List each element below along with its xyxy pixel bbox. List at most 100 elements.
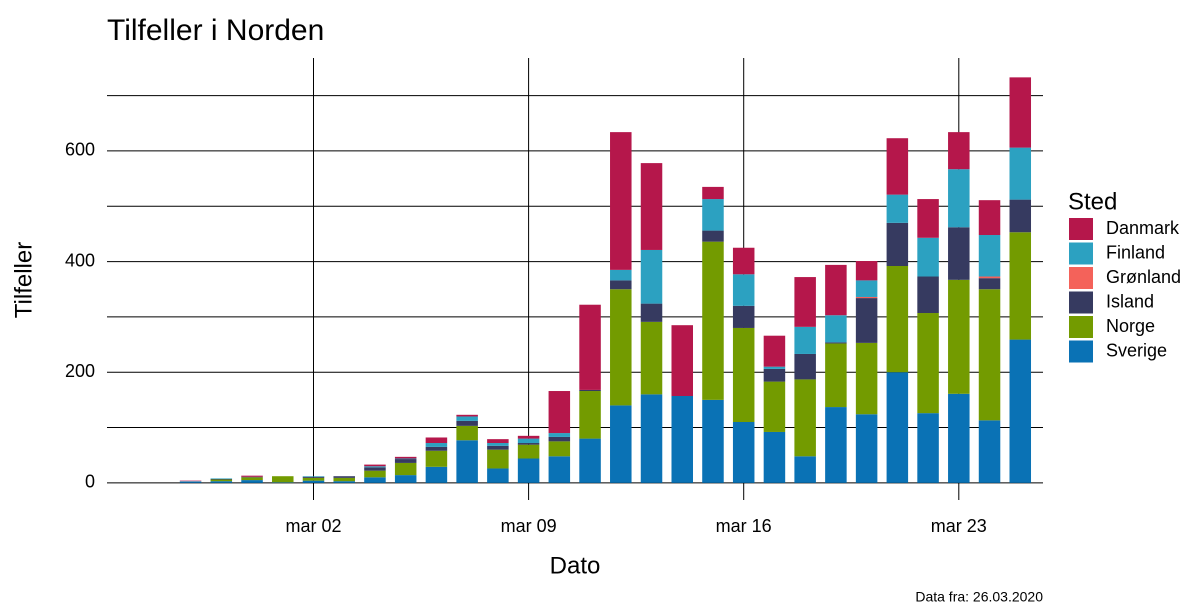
bar-segment [517, 458, 540, 483]
bar-segment [548, 456, 571, 483]
bar-segment [640, 249, 663, 304]
bar-segment [210, 478, 233, 479]
bar-segment [272, 482, 294, 483]
bar-segment [302, 480, 325, 483]
bar-segment [640, 163, 663, 250]
bar-segment [763, 368, 786, 382]
bar-segment [917, 237, 939, 277]
bar-segment [948, 132, 970, 170]
bar-segment [210, 481, 233, 483]
legend-key [1069, 291, 1093, 314]
bar-segment [610, 405, 632, 483]
bar-segment [364, 464, 386, 467]
legend-label: Finland [1106, 242, 1165, 262]
legend-label: Norge [1106, 316, 1155, 336]
bar-segment [333, 477, 355, 482]
bar-segment [456, 420, 478, 426]
bar-segment [732, 327, 755, 422]
bar-segment [394, 459, 417, 463]
bar-segment [825, 315, 847, 343]
bar-segment [210, 478, 233, 480]
bar-segment [886, 266, 909, 373]
bar-segment [702, 230, 724, 242]
legend-key [1069, 242, 1093, 265]
bar-segment [241, 477, 263, 481]
bar-segment [610, 132, 632, 270]
bar-segment [425, 446, 448, 451]
bar-segment [548, 436, 571, 442]
bar-segment [1009, 147, 1032, 200]
bar-segment [732, 247, 755, 275]
y-axis-title: Tilfeller [10, 242, 37, 318]
bar-segment [978, 276, 1001, 279]
bar-segment [763, 335, 786, 367]
bar-segment [579, 438, 601, 483]
bar-segment [948, 393, 970, 483]
bar-segment [732, 274, 755, 306]
bar-segment [702, 199, 724, 231]
bar-segment [640, 303, 663, 322]
bar-segment [794, 456, 816, 483]
y-tick-label: 400 [65, 250, 95, 270]
bar-segment [456, 440, 478, 483]
bar-segment [763, 366, 786, 369]
bar-segment [702, 241, 724, 400]
bar-segment [640, 394, 663, 483]
bar-segment [333, 476, 355, 478]
bar-segment [548, 433, 571, 437]
bar-segment [855, 342, 878, 415]
bar-segment [425, 450, 448, 467]
bar-segment [517, 444, 540, 459]
bar-segment [825, 264, 847, 316]
bar-segment [487, 468, 509, 483]
bar-segment [886, 222, 909, 266]
bar-segment [210, 479, 233, 482]
bar-segment [1009, 199, 1032, 233]
bar-segment [917, 313, 939, 414]
legend-key [1069, 340, 1093, 363]
bar-segment [610, 289, 632, 406]
bar-segment [825, 342, 847, 344]
bar-segment [302, 477, 325, 481]
legend-label: Grønland [1106, 267, 1181, 287]
bar-segment [671, 396, 693, 483]
bar-segment [948, 279, 970, 394]
bar-segment [487, 445, 509, 450]
y-tick-label: 0 [85, 472, 95, 492]
x-tick-label: mar 23 [931, 516, 987, 536]
bar-segment [702, 186, 724, 200]
bar-segment [579, 304, 601, 390]
x-tick-label: mar 02 [285, 516, 341, 536]
bar-segment [978, 200, 1001, 236]
legend-label: Island [1106, 291, 1154, 311]
bar-segment [917, 199, 939, 238]
bar-segment [855, 414, 878, 483]
bar-segment [855, 280, 878, 297]
bar-segment [394, 462, 417, 476]
bar-segment [456, 414, 478, 417]
bar-segment [610, 269, 632, 281]
bar-segment [302, 476, 325, 477]
bar-segment [487, 439, 509, 444]
legend-title: Sted [1068, 188, 1117, 215]
bar-segment [948, 169, 970, 228]
bar-segment [425, 443, 448, 447]
bar-segment [978, 235, 1001, 277]
bar-segment [241, 476, 263, 478]
bar-segment [456, 425, 478, 441]
bar-segment [763, 381, 786, 432]
bar-segment [272, 476, 294, 483]
bar-segment [948, 227, 970, 280]
bar-segment [487, 443, 509, 446]
bar-segment [702, 399, 724, 483]
bar-segment [640, 321, 663, 395]
y-tick-label: 200 [65, 361, 95, 381]
bar-segment [241, 475, 263, 477]
bar-segment [425, 466, 448, 483]
y-tick-label: 600 [65, 140, 95, 160]
bar-segment [917, 276, 939, 314]
bar-segment [671, 325, 693, 396]
bar-segment [825, 343, 847, 408]
bar-segment [456, 416, 478, 421]
bar-segment [610, 280, 632, 290]
